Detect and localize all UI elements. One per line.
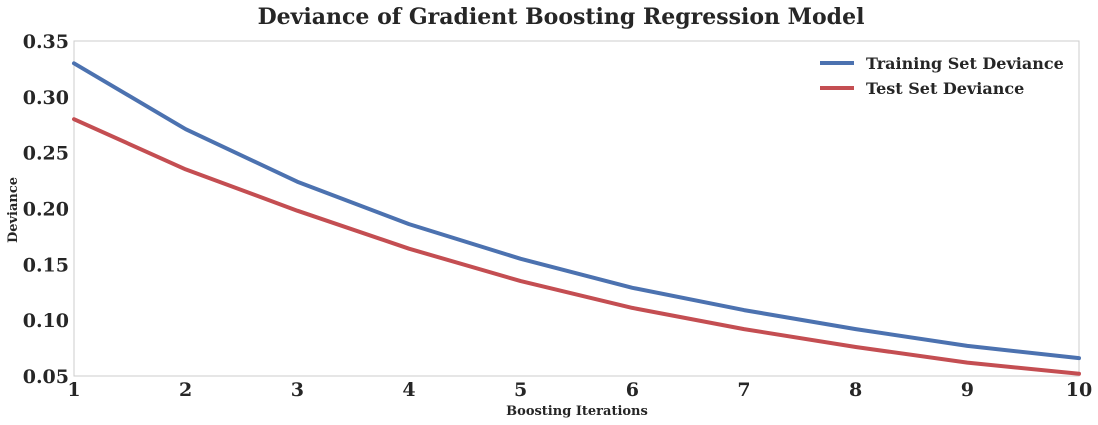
y-axis-ticks: 0.05 0.10 0.15 0.20 0.25 0.30 0.35: [23, 31, 69, 388]
y-tick-label: 0.05: [23, 366, 69, 388]
y-tick-label: 0.20: [23, 199, 69, 221]
y-tick-label: 0.15: [23, 254, 69, 276]
x-tick-label: 9: [961, 379, 974, 401]
x-tick-label: 10: [1066, 379, 1092, 401]
plot-area: [73, 40, 1080, 377]
x-tick-label: 6: [626, 379, 639, 401]
x-tick-label: 8: [849, 379, 862, 401]
x-tick-label: 2: [179, 379, 192, 401]
y-tick-label: 0.30: [23, 87, 69, 109]
y-tick-label: 0.25: [23, 143, 69, 165]
legend: Training Set Deviance Test Set Deviance: [820, 54, 1064, 98]
x-axis-label: Boosting Iterations: [506, 404, 648, 419]
x-tick-label: 4: [402, 379, 415, 401]
x-tick-label: 7: [737, 379, 750, 401]
series-lines: [72, 61, 1081, 376]
x-axis-ticks: 1 2 3 4 5 6 7 8 9 10: [67, 379, 1092, 401]
y-tick-label: 0.10: [23, 310, 69, 332]
legend-label-test: Test Set Deviance: [866, 79, 1024, 98]
x-tick-label: 3: [291, 379, 304, 401]
legend-label-training: Training Set Deviance: [866, 54, 1064, 73]
y-tick-label: 0.35: [23, 31, 69, 53]
chart-title: Deviance of Gradient Boosting Regression…: [258, 4, 865, 30]
series-line-test: [72, 117, 1081, 376]
series-line-training: [72, 61, 1081, 361]
x-tick-label: 1: [67, 379, 80, 401]
y-axis-label: Deviance: [6, 177, 21, 243]
x-tick-label: 5: [514, 379, 527, 401]
